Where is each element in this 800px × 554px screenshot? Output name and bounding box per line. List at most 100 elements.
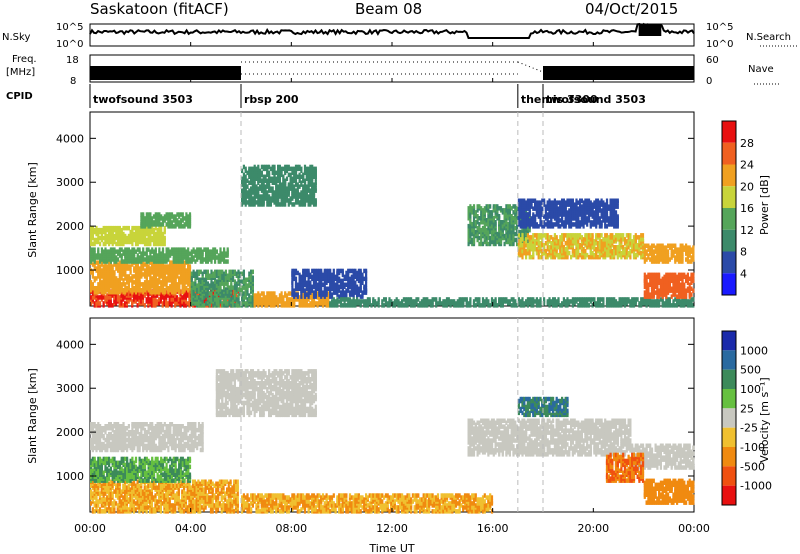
heatmap-cell bbox=[320, 290, 323, 295]
heatmap-cell bbox=[187, 259, 190, 264]
nave-label: Nave bbox=[748, 64, 774, 75]
heatmap-cell bbox=[278, 184, 281, 189]
heatmap-cell bbox=[197, 253, 201, 258]
heatmap-cell bbox=[186, 301, 189, 306]
heatmap-cell bbox=[250, 285, 253, 290]
heatmap-cell bbox=[339, 301, 343, 306]
heatmap-cell bbox=[151, 225, 154, 231]
heatmap-cell bbox=[242, 172, 245, 178]
heatmap-cell bbox=[410, 297, 413, 302]
heatmap-cell bbox=[219, 247, 222, 252]
heatmap-cell bbox=[426, 297, 429, 302]
heatmap-cell bbox=[113, 284, 116, 289]
heatmap-cell bbox=[303, 168, 307, 174]
heatmap-cell bbox=[172, 276, 175, 281]
heatmap-cell bbox=[329, 294, 332, 299]
heatmap-cell bbox=[314, 301, 317, 306]
heatmap-cell bbox=[284, 301, 287, 306]
heatmap-cell bbox=[614, 303, 618, 308]
heatmap-cell bbox=[120, 253, 123, 258]
heatmap-cell bbox=[605, 301, 609, 306]
heatmap-cell bbox=[133, 266, 136, 271]
heatmap-cell bbox=[118, 233, 121, 239]
heatmap-cell bbox=[102, 241, 105, 247]
heatmap-cell bbox=[296, 164, 299, 170]
heatmap-cell bbox=[203, 303, 206, 308]
heatmap-cell bbox=[242, 269, 245, 275]
heatmap-cell bbox=[174, 303, 177, 308]
heatmap-cell bbox=[596, 297, 600, 302]
heatmap-cell bbox=[102, 290, 105, 295]
heatmap-cell bbox=[384, 297, 387, 302]
heatmap-cell bbox=[309, 202, 312, 207]
heatmap-cell bbox=[273, 291, 276, 296]
heatmap-cell bbox=[444, 303, 447, 308]
heatmap-cell bbox=[521, 301, 524, 306]
heatmap-cell bbox=[122, 278, 125, 283]
heatmap-cell bbox=[528, 235, 531, 240]
heatmap-cell bbox=[507, 225, 510, 231]
heatmap-cell bbox=[147, 224, 150, 229]
heatmap-cell bbox=[271, 301, 274, 306]
heatmap-cell bbox=[126, 274, 129, 279]
heatmap-cell bbox=[133, 286, 136, 291]
heatmap-cell bbox=[203, 257, 206, 262]
heatmap-cell bbox=[289, 166, 292, 172]
heatmap-cell bbox=[108, 229, 111, 235]
heatmap-cell bbox=[113, 225, 116, 231]
heatmap-cell bbox=[539, 254, 542, 260]
heatmap-cell bbox=[232, 269, 235, 275]
heatmap-cell bbox=[343, 274, 346, 280]
heatmap-cell bbox=[499, 206, 503, 211]
heatmap-cell bbox=[692, 245, 695, 250]
heatmap-cell bbox=[115, 276, 118, 281]
heatmap-cell bbox=[192, 285, 195, 290]
heatmap-cell bbox=[323, 280, 326, 285]
heatmap-cell bbox=[122, 272, 125, 277]
heatmap-cell bbox=[120, 262, 123, 267]
heatmap-cell bbox=[133, 237, 136, 243]
heatmap-cell bbox=[268, 182, 271, 187]
heatmap-cell bbox=[535, 247, 538, 252]
cpid-segment-label: twofsound 3503 bbox=[546, 93, 646, 106]
heatmap-cell bbox=[280, 301, 283, 306]
heatmap-cell bbox=[571, 297, 574, 302]
heatmap-cell bbox=[241, 168, 244, 174]
heatmap-cell bbox=[120, 227, 123, 233]
heatmap-cell bbox=[154, 266, 157, 271]
heatmap-cell bbox=[253, 172, 256, 178]
heatmap-cell bbox=[302, 274, 305, 280]
heatmap-cell bbox=[336, 292, 339, 297]
heatmap-cell bbox=[507, 208, 510, 213]
heatmap-cell bbox=[287, 291, 290, 296]
heatmap-cell bbox=[205, 247, 208, 252]
heatmap-cell bbox=[113, 288, 116, 293]
heatmap-cell bbox=[264, 184, 267, 189]
heatmap-cell bbox=[136, 259, 139, 264]
heatmap-cell bbox=[507, 204, 510, 209]
heatmap-cell bbox=[503, 216, 506, 221]
heatmap-cell bbox=[120, 282, 123, 287]
heatmap-cell bbox=[170, 301, 173, 306]
heatmap-cell bbox=[532, 250, 535, 256]
heatmap-cell bbox=[280, 198, 283, 203]
heatmap-cell bbox=[217, 279, 220, 284]
heatmap-cell bbox=[201, 271, 204, 276]
heatmap-cell bbox=[677, 297, 680, 302]
heatmap-cell bbox=[525, 248, 528, 254]
heatmap-cell bbox=[205, 277, 208, 282]
heatmap-cell bbox=[327, 268, 330, 274]
heatmap-cell bbox=[134, 225, 138, 231]
heatmap-cell bbox=[516, 218, 519, 223]
heatmap-cell bbox=[307, 274, 310, 280]
heatmap-cell bbox=[381, 299, 384, 304]
heatmap-cell bbox=[490, 235, 494, 241]
heatmap-cell bbox=[266, 164, 269, 170]
heatmap-cell bbox=[109, 278, 112, 283]
heatmap-cell bbox=[93, 293, 96, 298]
heatmap-cell bbox=[264, 164, 267, 170]
heatmap-cell bbox=[665, 297, 668, 302]
heatmap-cell bbox=[341, 282, 344, 287]
heatmap-cell bbox=[178, 212, 181, 217]
heatmap-cell bbox=[537, 248, 540, 254]
